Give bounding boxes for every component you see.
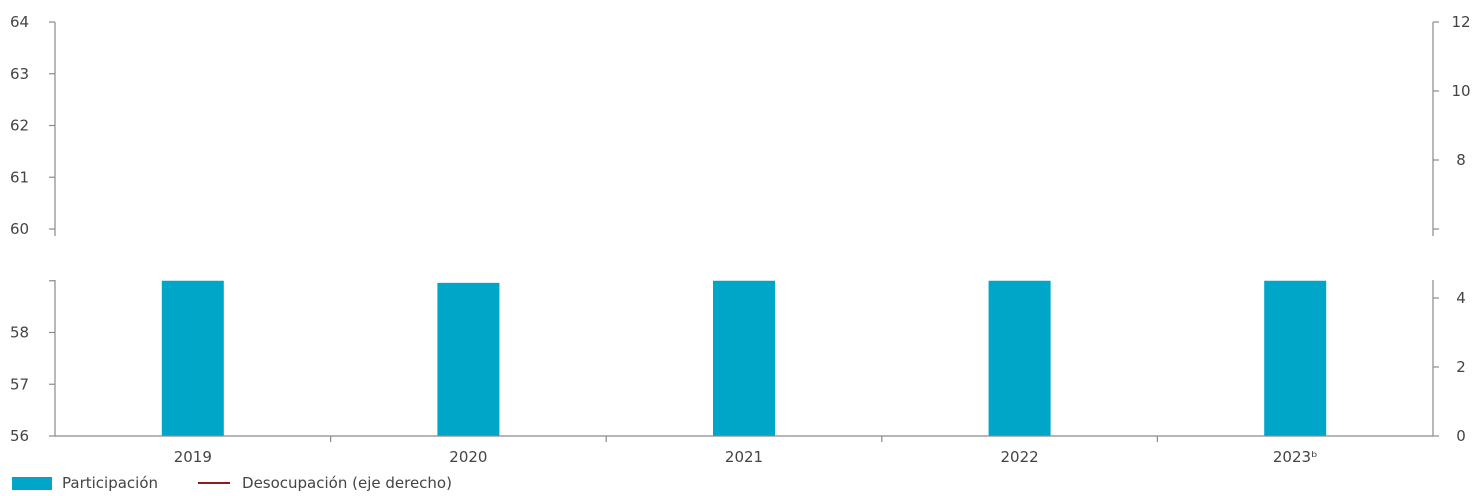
right-tick-label: 4 bbox=[1456, 289, 1466, 307]
right-y-axis: 0 2 4 8 10 12 bbox=[1433, 13, 1471, 445]
bar-participacion bbox=[162, 281, 224, 436]
legend: Participación Desocupación (eje derecho) bbox=[12, 470, 492, 496]
left-tick-label: 64 bbox=[10, 13, 29, 31]
bar-participacion bbox=[989, 281, 1051, 436]
left-tick-label: 58 bbox=[10, 324, 29, 342]
bars bbox=[162, 281, 1326, 436]
right-tick-label: 0 bbox=[1456, 427, 1466, 445]
left-y-axis: 56 57 58 60 61 62 63 64 bbox=[10, 13, 55, 445]
x-axis: 2019 2020 2021 2022 2023ᵇ bbox=[55, 436, 1433, 466]
bar-participacion bbox=[437, 283, 499, 436]
right-tick-label: 12 bbox=[1451, 13, 1470, 31]
right-tick-label: 2 bbox=[1456, 358, 1466, 376]
bar-participacion bbox=[1264, 281, 1326, 436]
legend-item-participacion: Participación bbox=[12, 474, 158, 492]
x-tick-label: 2022 bbox=[1001, 448, 1039, 466]
legend-label-desocupacion: Desocupación (eje derecho) bbox=[242, 474, 452, 492]
left-tick-label: 60 bbox=[10, 220, 29, 238]
left-tick-label: 62 bbox=[10, 117, 29, 135]
bar-participacion bbox=[713, 281, 775, 436]
x-tick-label: 2020 bbox=[449, 448, 487, 466]
left-tick-label: 63 bbox=[10, 65, 29, 83]
left-tick-label: 57 bbox=[10, 375, 29, 393]
legend-item-desocupacion: Desocupación (eje derecho) bbox=[198, 474, 452, 492]
axis-break-gap bbox=[0, 236, 1477, 280]
left-tick-label: 56 bbox=[10, 427, 29, 445]
right-tick-label: 8 bbox=[1456, 151, 1466, 169]
legend-label-participacion: Participación bbox=[62, 474, 158, 492]
left-tick-label: 61 bbox=[10, 168, 29, 186]
x-tick-label: 2023ᵇ bbox=[1273, 448, 1318, 466]
x-tick-label: 2021 bbox=[725, 448, 763, 466]
right-tick-label: 10 bbox=[1451, 82, 1470, 100]
x-tick-label: 2019 bbox=[174, 448, 212, 466]
legend-swatch-bar bbox=[12, 477, 52, 490]
legend-swatch-line bbox=[198, 482, 230, 484]
